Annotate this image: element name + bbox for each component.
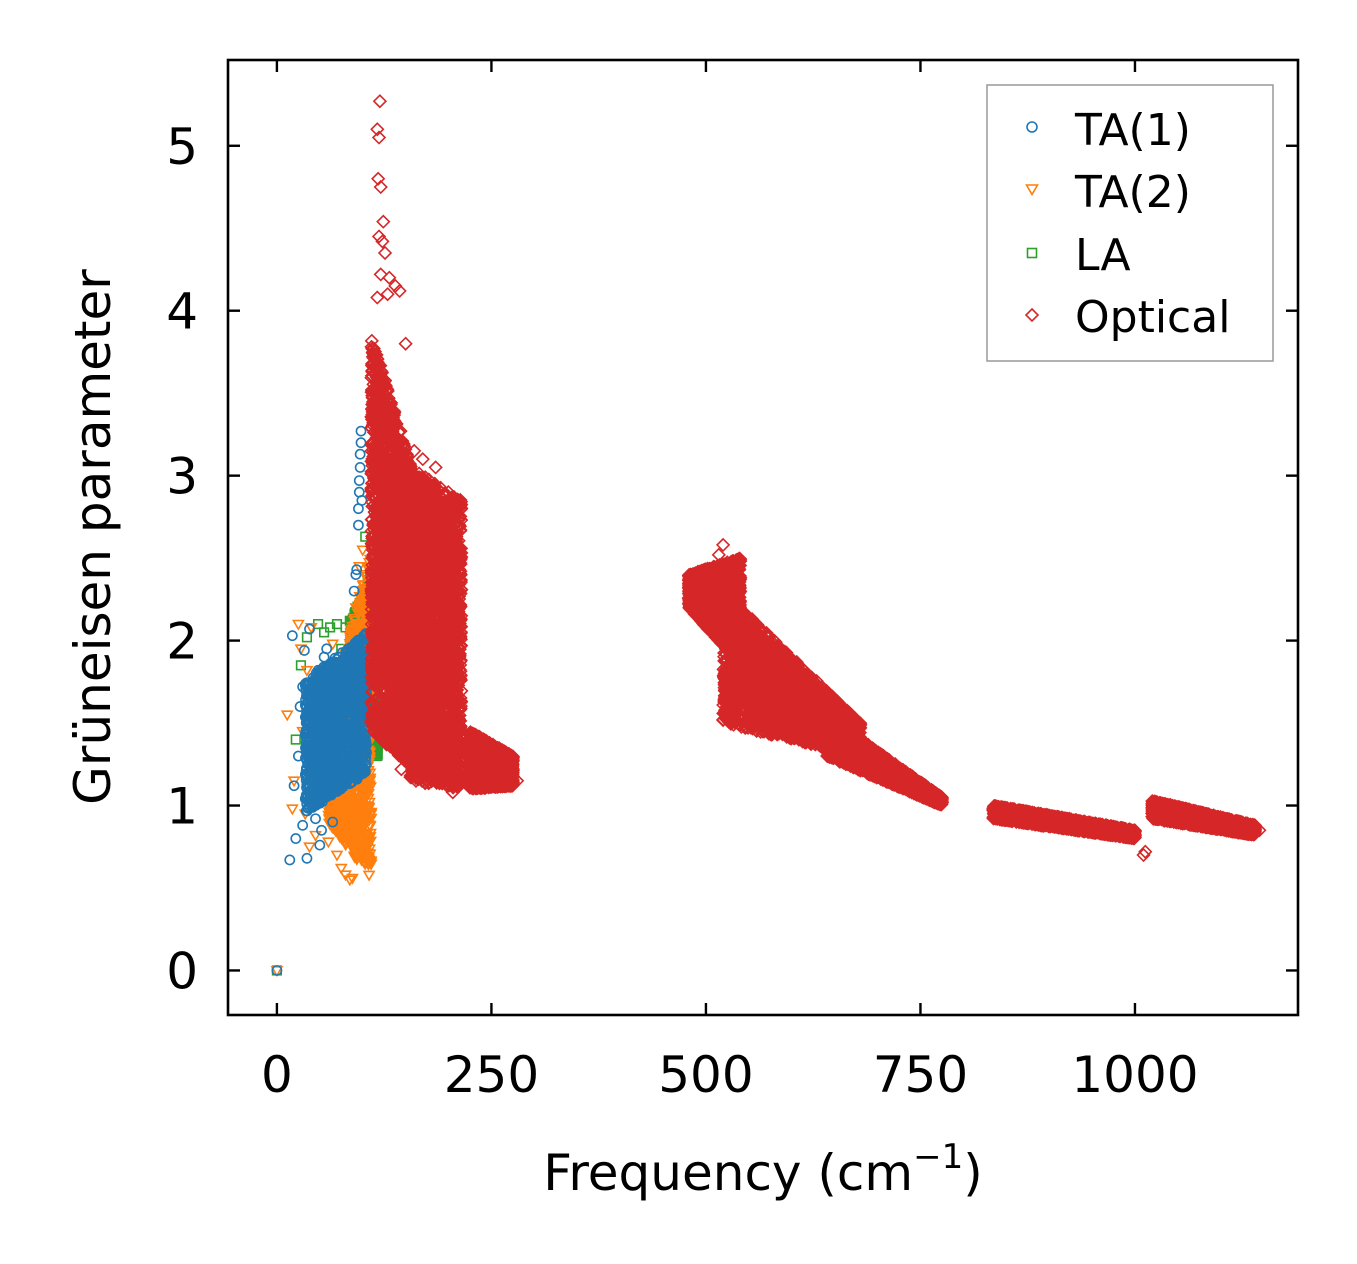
gruneisen-scatter-chart: 0 250 500 750 1000012345 Frequency (cm−1) Gr… — [0, 0, 1357, 1264]
